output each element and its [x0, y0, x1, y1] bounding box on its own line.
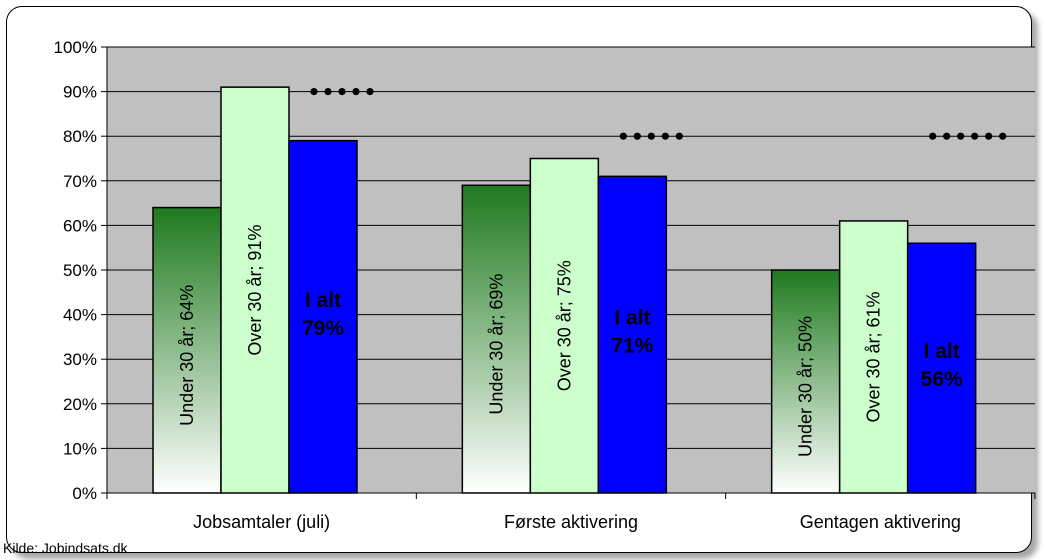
category-label: Første aktivering	[504, 512, 638, 532]
data-label: Under 30 år; 69%	[486, 274, 506, 415]
dot-marker	[310, 88, 318, 96]
dot-marker	[943, 132, 951, 140]
data-label: I alt	[614, 307, 650, 330]
dot-marker	[661, 132, 669, 140]
dot-marker	[999, 132, 1007, 140]
data-label: 71%	[611, 335, 653, 358]
data-label: Under 30 år; 50%	[796, 316, 816, 457]
bar-under-30	[461, 184, 532, 494]
y-tick-label: 0%	[72, 484, 97, 503]
source-note: Kilde: Jobindsats.dk	[3, 540, 128, 556]
bar-over-30	[220, 86, 290, 494]
dot-marker	[352, 88, 360, 96]
dot-marker	[619, 132, 627, 140]
y-tick-label: 80%	[63, 127, 97, 146]
data-label: Over 30 år; 91%	[245, 225, 265, 356]
category-label: Gentagen aktivering	[800, 512, 961, 532]
data-label: Over 30 år; 75%	[554, 260, 574, 391]
data-label: Under 30 år; 64%	[177, 285, 197, 426]
dot-marker	[324, 88, 332, 96]
y-tick-label: 90%	[63, 83, 97, 102]
dot-marker	[633, 132, 641, 140]
dot-marker	[366, 88, 374, 96]
y-tick-label: 100%	[54, 38, 97, 57]
dot-marker	[647, 132, 655, 140]
bar-i-alt	[597, 175, 668, 494]
bar-over-30	[529, 157, 600, 494]
y-tick-label: 10%	[63, 439, 97, 458]
dot-marker	[957, 132, 965, 140]
dot-marker	[985, 132, 993, 140]
data-label: 79%	[302, 317, 344, 340]
y-tick-label: 40%	[63, 306, 97, 325]
dot-marker	[675, 132, 683, 140]
dot-marker	[338, 88, 346, 96]
y-tick-label: 30%	[63, 350, 97, 369]
y-tick-label: 50%	[63, 261, 97, 280]
data-label: Over 30 år; 61%	[864, 291, 884, 422]
bar-under-30	[770, 269, 841, 494]
dot-marker	[971, 132, 979, 140]
y-tick-label: 20%	[63, 395, 97, 414]
bar-i-alt	[288, 139, 358, 494]
data-label: I alt	[924, 340, 960, 363]
y-tick-label: 60%	[63, 216, 97, 235]
category-label: Jobsamtaler (juli)	[193, 512, 330, 532]
data-label: 56%	[921, 368, 963, 391]
data-label: I alt	[305, 289, 341, 312]
bar-i-alt	[906, 242, 977, 494]
dot-marker	[929, 132, 937, 140]
y-tick-label: 70%	[63, 172, 97, 191]
